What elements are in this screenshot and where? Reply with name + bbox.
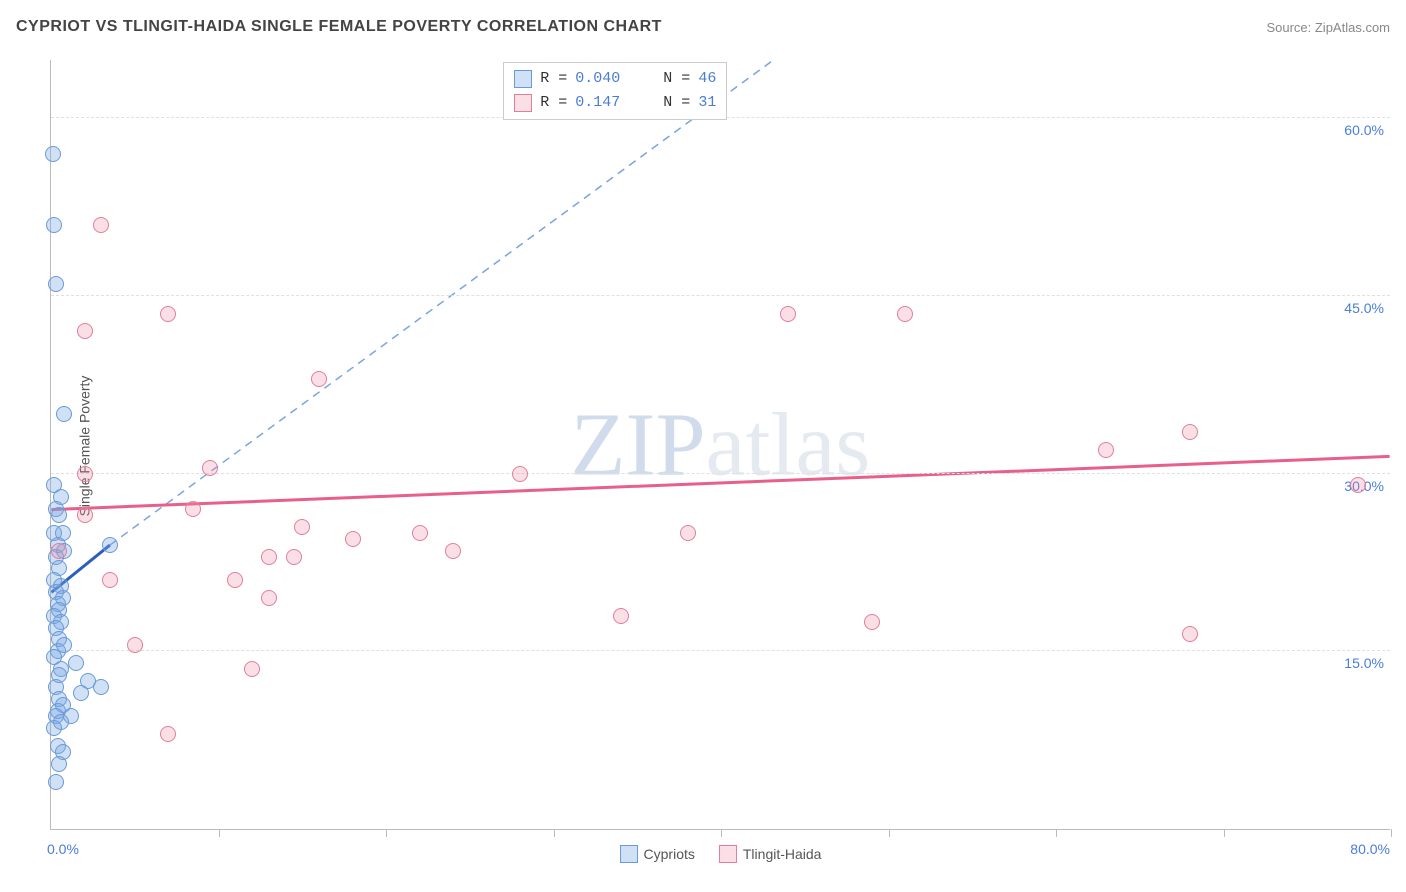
tlingit-point (286, 549, 302, 565)
cypriots-point (51, 507, 67, 523)
y-tick-label: 15.0% (1344, 655, 1384, 671)
gridline (51, 473, 1390, 474)
y-tick-label: 45.0% (1344, 300, 1384, 316)
tlingit-point (294, 519, 310, 535)
legend-item-tlingit[interactable]: Tlingit-Haida (719, 845, 822, 863)
cypriots-point (48, 774, 64, 790)
cypriots-point (68, 655, 84, 671)
x-tick (1224, 829, 1225, 837)
gridline (51, 295, 1390, 296)
cypriots-point (102, 537, 118, 553)
tlingit-point (864, 614, 880, 630)
chart-title: CYPRIOT VS TLINGIT-HAIDA SINGLE FEMALE P… (16, 18, 662, 36)
tlingit-point (77, 323, 93, 339)
tlingit-swatch (514, 94, 532, 112)
watermark: ZIPatlas (571, 393, 871, 496)
tlingit-point (202, 460, 218, 476)
cypriots-point (73, 685, 89, 701)
tlingit-point (160, 726, 176, 742)
x-end-label: 80.0% (1350, 841, 1390, 857)
chart-header: CYPRIOT VS TLINGIT-HAIDA SINGLE FEMALE P… (16, 18, 1390, 36)
cypriots-point (45, 146, 61, 162)
x-tick (386, 829, 387, 837)
x-tick (721, 829, 722, 837)
cypriots-point (46, 217, 62, 233)
tlingit-point (1350, 477, 1366, 493)
tlingit-legend-swatch (719, 845, 737, 863)
tlingit-point (780, 306, 796, 322)
cypriots-legend-swatch (620, 845, 638, 863)
y-tick-label: 60.0% (1344, 122, 1384, 138)
trend-lines (51, 60, 1390, 829)
cypriots-swatch (514, 70, 532, 88)
tlingit-point (1182, 626, 1198, 642)
tlingit-point (311, 371, 327, 387)
tlingit-point (93, 217, 109, 233)
source-link[interactable]: Source: ZipAtlas.com (1266, 20, 1390, 35)
cypriots-point (56, 637, 72, 653)
tlingit-point (185, 501, 201, 517)
tlingit-point (512, 466, 528, 482)
tlingit-legend-label: Tlingit-Haida (743, 846, 822, 862)
cypriots-point (56, 406, 72, 422)
tlingit-point (227, 572, 243, 588)
x-tick (1391, 829, 1392, 837)
tlingit-point (345, 531, 361, 547)
series-legend: Cypriots Tlingit-Haida (620, 845, 822, 863)
x-tick (219, 829, 220, 837)
tlingit-point (160, 306, 176, 322)
tlingit-point (445, 543, 461, 559)
tlingit-point (613, 608, 629, 624)
x-tick (1056, 829, 1057, 837)
tlingit-point (261, 590, 277, 606)
cypriots-point (51, 756, 67, 772)
tlingit-point (1182, 424, 1198, 440)
cypriots-point (51, 667, 67, 683)
x-start-label: 0.0% (47, 841, 79, 857)
stats-legend: R = 0.040 N = 46R = 0.147 N = 31 (503, 62, 727, 120)
cypriots-point (46, 720, 62, 736)
cypriots-legend-label: Cypriots (644, 846, 695, 862)
tlingit-point (51, 543, 67, 559)
cypriots-point (48, 276, 64, 292)
x-tick (889, 829, 890, 837)
tlingit-point (77, 507, 93, 523)
x-tick (554, 829, 555, 837)
tlingit-point (244, 661, 260, 677)
scatter-plot: ZIPatlas 15.0%30.0%45.0%60.0%0.0%80.0%R … (50, 60, 1390, 830)
tlingit-point (897, 306, 913, 322)
gridline (51, 650, 1390, 651)
legend-item-cypriots[interactable]: Cypriots (620, 845, 695, 863)
tlingit-point (77, 466, 93, 482)
tlingit-point (127, 637, 143, 653)
tlingit-point (680, 525, 696, 541)
tlingit-point (102, 572, 118, 588)
cypriots-point (93, 679, 109, 695)
tlingit-point (261, 549, 277, 565)
tlingit-point (412, 525, 428, 541)
tlingit-point (1098, 442, 1114, 458)
